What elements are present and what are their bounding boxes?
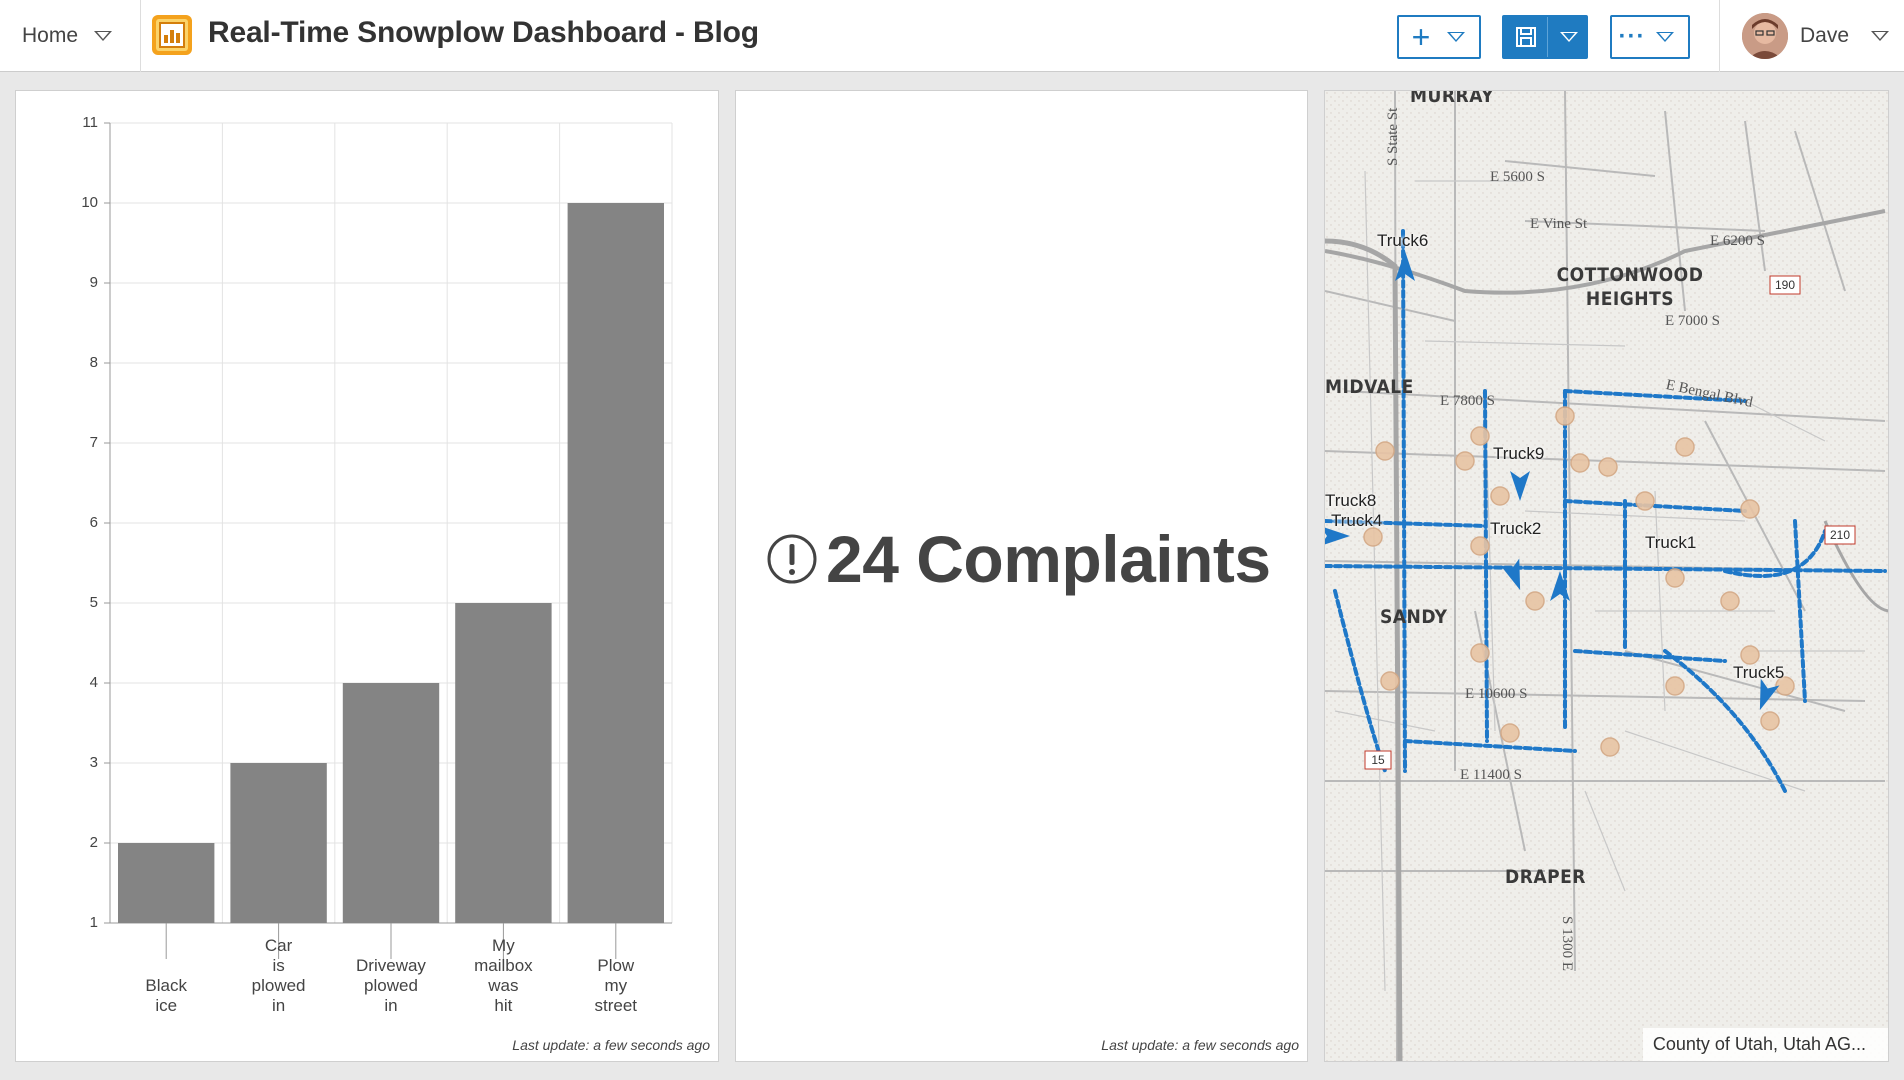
place-label-cottonwood-heights: COTTONWOOD HEIGHTS	[1556, 264, 1704, 310]
chevron-down-icon	[1560, 32, 1578, 42]
save-icon	[1504, 17, 1548, 57]
y-tick-label: 7	[89, 434, 98, 451]
place-label-murray: MURRAY	[1410, 90, 1495, 107]
y-tick-label: 5	[89, 594, 98, 611]
svg-text:190: 190	[1775, 278, 1795, 292]
chevron-down-icon	[1447, 32, 1465, 42]
y-tick-label: 8	[89, 354, 98, 371]
chart-last-update: Last update: a few seconds ago	[512, 1037, 710, 1053]
truck-label-truck8[interactable]: Truck8	[1325, 491, 1377, 510]
bar[interactable]	[230, 763, 327, 923]
bar-chart-panel: 1 2 3 4 5 6 7 8 9 10 11 Black ice Car is plowed in Dr…	[15, 90, 719, 1062]
dashboard-app-icon	[152, 15, 192, 55]
truck-label-truck6[interactable]: Truck6	[1377, 231, 1429, 250]
place-label-midvale: MIDVALE	[1325, 376, 1414, 398]
x-tick-label: Black ice	[145, 976, 187, 1015]
y-tick-label: 3	[89, 754, 98, 771]
y-tick-label: 11	[82, 114, 98, 131]
chevron-down-icon	[1871, 31, 1890, 41]
avatar	[1742, 13, 1788, 59]
truck-label-truck9[interactable]: Truck9	[1493, 444, 1545, 463]
map-canvas[interactable]: 190 210 15	[1325, 91, 1889, 1062]
chevron-down-icon	[1656, 32, 1674, 42]
x-tick-label: Car is plowed in	[251, 936, 306, 1015]
truck-label-truck2[interactable]: Truck2	[1490, 519, 1542, 538]
place-label-sandy: SANDY	[1380, 606, 1448, 628]
truck-label-truck1[interactable]: Truck1	[1645, 533, 1697, 552]
map-attribution[interactable]: County of Utah, Utah AG...	[1642, 1028, 1888, 1061]
bar[interactable]	[118, 843, 215, 923]
bar[interactable]	[342, 683, 440, 923]
home-label: Home	[22, 24, 79, 47]
road-label: S State St	[1385, 107, 1401, 166]
road-label: E 7800 S	[1440, 393, 1496, 409]
y-tick-label: 4	[89, 674, 98, 691]
map-panel[interactable]: 190 210 15 MURRAY COTTONWOOD HEIGHTS MID…	[1324, 90, 1889, 1062]
bar[interactable]	[567, 203, 664, 923]
home-dropdown[interactable]: Home	[0, 0, 141, 72]
save-button[interactable]	[1502, 15, 1588, 59]
truck-label-truck4[interactable]: Truck4	[1331, 511, 1383, 530]
alert-circle-icon	[767, 534, 817, 584]
road-label: E 11400 S	[1460, 767, 1522, 783]
y-tick-label: 9	[89, 274, 98, 291]
bar[interactable]	[455, 603, 552, 923]
more-options-button[interactable]: ···	[1610, 15, 1690, 59]
x-tick-label: Plow my street	[594, 956, 638, 1015]
app-header: Home Real-Time Snowplow Dashboard - Blog…	[0, 0, 1904, 72]
place-label-draper: DRAPER	[1505, 866, 1586, 888]
y-tick-label: 2	[89, 834, 98, 851]
y-tick-label: 1	[89, 914, 98, 931]
y-tick-label: 6	[89, 514, 98, 531]
road-label: E 5600 S	[1490, 169, 1546, 185]
ellipsis-icon: ···	[1618, 23, 1646, 50]
bar-chart	[104, 122, 673, 959]
road-label: E Vine St	[1530, 216, 1588, 232]
truck-label-truck5[interactable]: Truck5	[1733, 663, 1785, 682]
plus-icon: +	[1411, 19, 1431, 55]
complaints-count: 24 Complaints	[826, 522, 1271, 596]
page-title: Real-Time Snowplow Dashboard - Blog	[208, 16, 759, 49]
y-tick-label: 10	[81, 194, 98, 211]
svg-text:15: 15	[1371, 753, 1385, 767]
x-tick-label: My mailbox was hit	[474, 936, 533, 1015]
add-button[interactable]: +	[1397, 15, 1481, 59]
user-name: Dave	[1800, 24, 1850, 47]
x-tick-label: Driveway plowed in	[356, 956, 426, 1015]
complaints-indicator: 24 Complaints	[766, 521, 1271, 597]
road-label: E 7000 S	[1665, 313, 1721, 329]
chevron-down-icon	[94, 31, 113, 41]
svg-text:210: 210	[1830, 528, 1850, 542]
user-menu[interactable]: Dave	[1719, 0, 1904, 72]
road-label: E 10600 S	[1465, 686, 1528, 702]
indicator-panel: 24 Complaints Last update: a few seconds…	[735, 90, 1308, 1062]
indicator-last-update: Last update: a few seconds ago	[1101, 1037, 1299, 1053]
road-label: S 1300 E	[1559, 916, 1575, 972]
road-label: E 6200 S	[1710, 233, 1766, 249]
